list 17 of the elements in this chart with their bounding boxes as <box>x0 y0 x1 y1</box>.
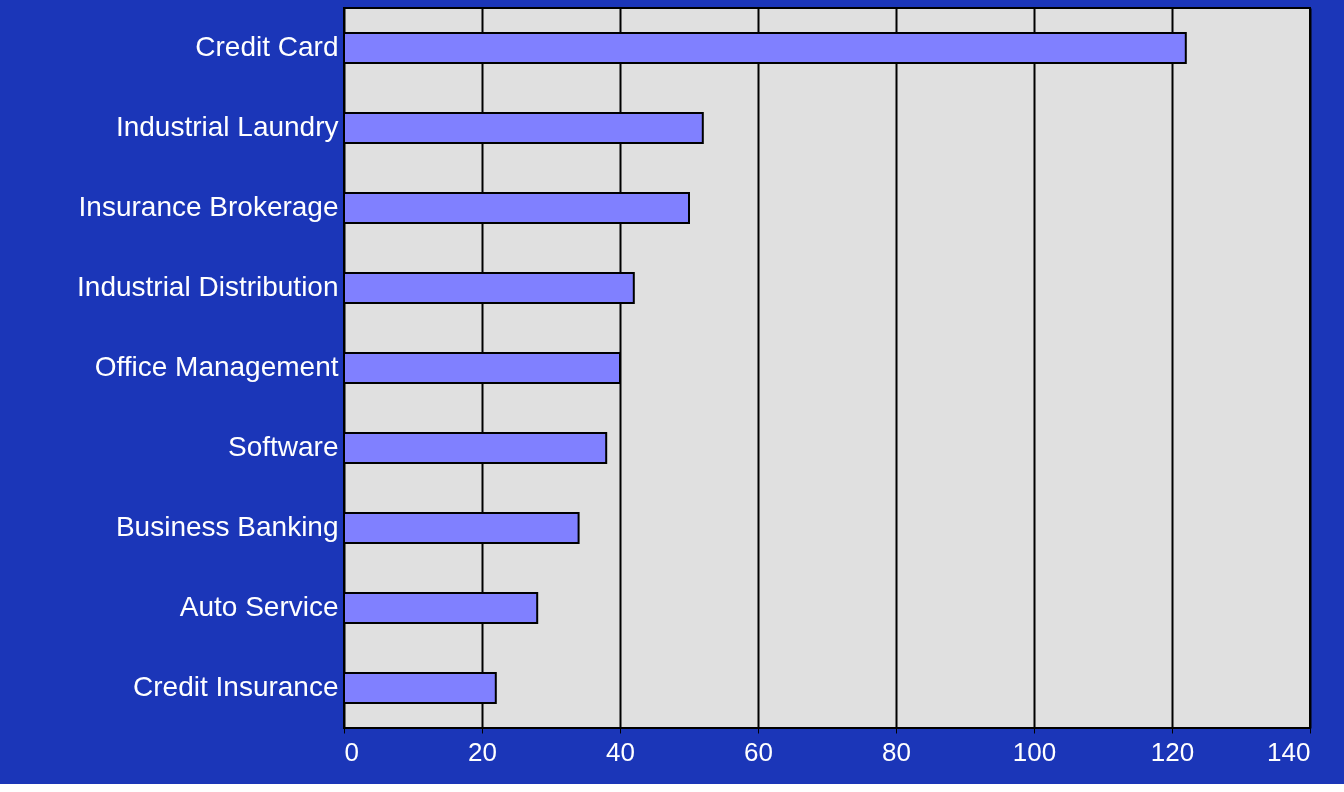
y-tick-label: Industrial Laundry <box>115 111 339 142</box>
x-tick-label: 120 <box>1150 736 1195 767</box>
x-tick-label: 20 <box>468 736 497 767</box>
x-tick-label: 80 <box>882 736 911 767</box>
x-tick-label: 40 <box>606 736 635 767</box>
y-tick-label: Software <box>228 431 339 462</box>
x-tick-label: 140 <box>1267 736 1311 767</box>
y-tick-label: Auto Service <box>179 591 339 622</box>
y-tick-label: Credit Insurance <box>133 671 339 702</box>
y-tick-label: Office Management <box>94 351 339 382</box>
y-tick-label: Credit Card <box>195 31 339 62</box>
x-tick-label: 60 <box>744 736 773 767</box>
y-tick-label: Insurance Brokerage <box>78 191 339 222</box>
y-tick-label: Industrial Distribution <box>77 271 339 302</box>
y-tick-label: Business Banking <box>115 511 339 542</box>
x-tick-label: 0 <box>344 736 359 767</box>
x-tick-label: 100 <box>1012 736 1057 767</box>
